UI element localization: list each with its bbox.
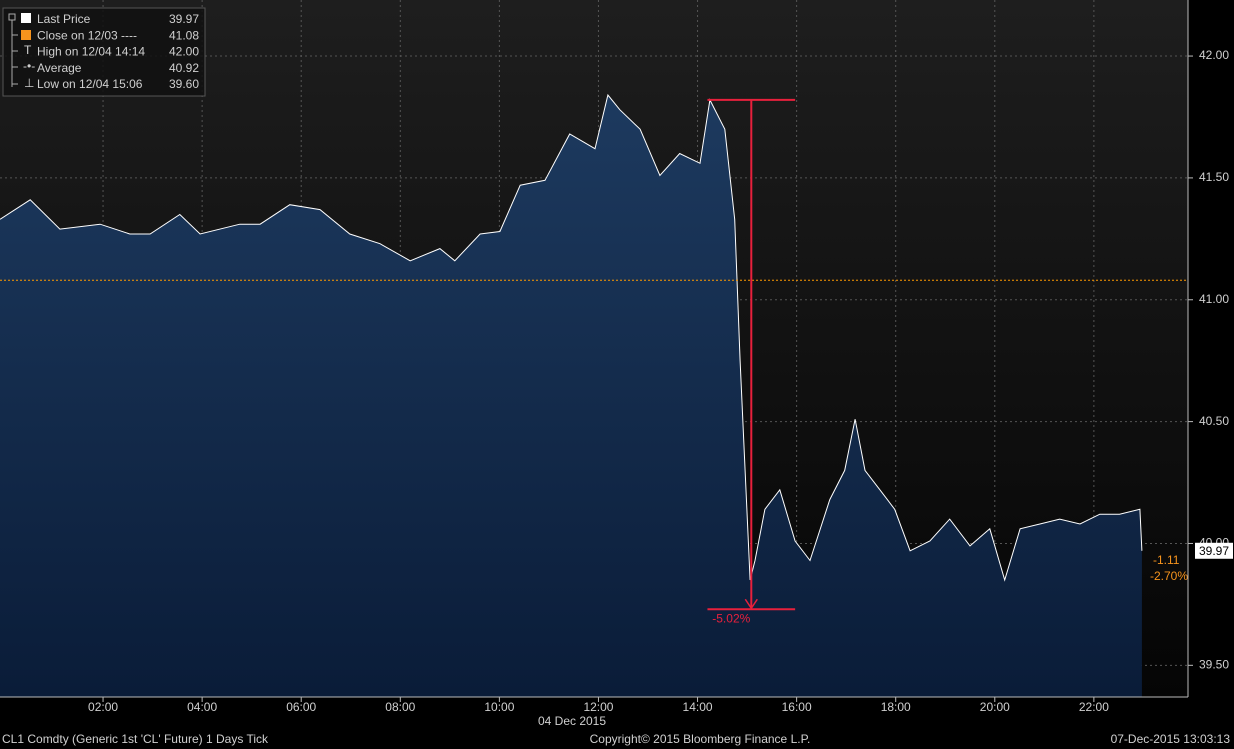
x-tick-label: 16:00 [782, 700, 812, 714]
legend-name: Low on 12/04 15:06 [37, 77, 143, 91]
legend-stat: 40.92 [169, 61, 199, 75]
legend-stat: 39.97 [169, 12, 199, 26]
x-tick-label: 22:00 [1079, 700, 1109, 714]
plot: -5.02% [0, 93, 1188, 697]
legend-icon: -•- [23, 59, 35, 73]
y-tick-label: 39.50 [1199, 657, 1229, 671]
legend-box [2, 7, 206, 97]
x-tick-label: 12:00 [583, 700, 613, 714]
x-tick-label: 18:00 [881, 700, 911, 714]
legend-stat: 41.08 [169, 28, 199, 42]
x-tick-label: 06:00 [286, 700, 316, 714]
legend-name: Close on 12/03 ---- [37, 28, 137, 42]
annotation-label: -5.02% [712, 611, 750, 625]
legend-items: Last Price 39.97 Close on 12/03 ---- 41.08 H… [37, 12, 199, 91]
price-area [0, 95, 1142, 697]
price-line [0, 93, 1143, 582]
legend-stat: 42.00 [169, 45, 199, 59]
x-tick-label: 14:00 [683, 700, 713, 714]
x-tick-label: 04:00 [187, 700, 217, 714]
legend-name: Last Price [37, 12, 91, 26]
y-tick-label: 41.50 [1199, 170, 1229, 184]
x-tick-label: 02:00 [88, 700, 118, 714]
legend: T -•- ⊥ [2, 7, 206, 97]
last-price-tag [1195, 542, 1233, 559]
x-tick-label: 10:00 [484, 700, 514, 714]
footer-center: Copyright© 2015 Bloomberg Finance L.P. [590, 732, 811, 746]
change: -1.11 [1153, 553, 1180, 567]
x-tick-label: 20:00 [980, 700, 1010, 714]
x-tick-label: 08:00 [385, 700, 415, 714]
footer-left: CL1 Comdty (Generic 1st 'CL' Future) 1 D… [2, 732, 269, 746]
last-price-label: 39.97 [1199, 544, 1229, 558]
x-axis-label: 04 Dec 2015 [538, 714, 606, 728]
legend-swatch [21, 30, 31, 40]
legend-icon: T [24, 43, 32, 57]
legend-icon: ⊥ [24, 76, 34, 90]
y-tick-label: 40.50 [1199, 414, 1229, 428]
legend-name: Average [37, 61, 82, 75]
annotation-arrowhead [744, 598, 758, 610]
y-tick-label: 41.00 [1199, 292, 1229, 306]
legend-tree [8, 13, 18, 87]
y-tick-label: 42.00 [1199, 48, 1229, 62]
legend-swatch [21, 13, 31, 23]
footer-right: 07-Dec-2015 13:03:13 [1111, 732, 1231, 746]
legend-name: High on 12/04 14:14 [37, 45, 145, 59]
change-pct: -2.70% [1150, 569, 1188, 583]
legend-stat: 39.60 [169, 77, 199, 91]
